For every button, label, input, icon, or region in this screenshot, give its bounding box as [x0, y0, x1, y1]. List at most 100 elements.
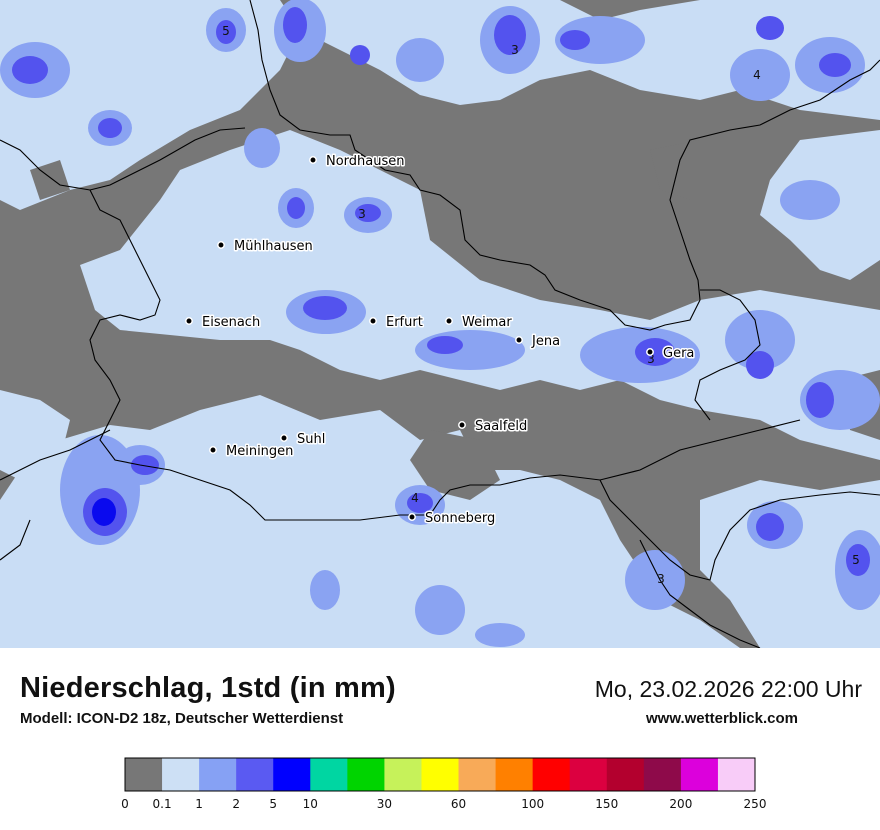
city-dot — [280, 434, 288, 442]
heavy-cell — [350, 45, 370, 65]
forecast-datetime: Mo, 23.02.2026 22:00 Uhr — [594, 676, 862, 702]
city-dot — [458, 421, 466, 429]
model-info: Modell: ICON-D2 18z, Deutscher Wetterdie… — [20, 710, 344, 727]
website-link[interactable]: www.wetterblick.com — [646, 710, 798, 727]
border-line — [694, 289, 761, 421]
legend-swatch — [310, 758, 348, 791]
legend-tick-label: 1 — [195, 797, 203, 811]
legend-tick-label: 100 — [521, 797, 544, 811]
legend-swatch — [717, 758, 756, 791]
moderate-cell — [780, 180, 840, 220]
city-dot — [309, 156, 317, 164]
moderate-cell — [555, 16, 645, 64]
city-jena: Jena — [515, 333, 562, 351]
legend-swatch — [680, 758, 719, 791]
heavy-cell — [560, 30, 590, 50]
light-area-west — [0, 390, 70, 480]
border-line — [89, 189, 801, 521]
city-markers: Nordhausen Mühlhausen Eisenach Erfurt Weimar… — [185, 153, 696, 528]
city-dot — [646, 348, 654, 356]
contour-label: 3 — [511, 43, 519, 57]
legend-tick-label: 200 — [669, 797, 692, 811]
heavy-cell — [216, 20, 236, 44]
border-line — [249, 0, 880, 331]
contour-label: 3 — [358, 207, 366, 221]
city-dot — [217, 241, 225, 249]
city-erfurt: Erfurt — [369, 314, 424, 332]
legend-tick-label: 2 — [232, 797, 240, 811]
state-borders — [0, 0, 880, 649]
legend-tick-label: 5 — [269, 797, 277, 811]
city-dot — [408, 513, 416, 521]
heavy-cell — [287, 197, 305, 219]
heavy-cell — [303, 296, 347, 320]
city-meiningen: Meiningen — [209, 443, 295, 461]
legend-swatch — [273, 758, 311, 791]
map-footer: Niederschlag, 1std (in mm) Modell: ICON-… — [0, 648, 880, 830]
legend-tick-label: 60 — [451, 797, 466, 811]
very-heavy-cell — [92, 498, 116, 526]
city-saalfeld: Saalfeld — [458, 418, 529, 436]
precipitation-map: 5 3 4 3 3 4 3 5 Nordhausen Mühlhausen Eisenach Erf… — [0, 0, 880, 649]
dry-hole-1 — [650, 140, 720, 200]
city-eisenach: Eisenach — [185, 314, 262, 332]
contour-labels: 5 3 4 3 3 4 3 5 — [222, 24, 860, 586]
city-dot — [515, 336, 523, 344]
contour-label: 5 — [222, 24, 230, 38]
moderate-cell — [475, 623, 525, 647]
legend-swatch — [199, 758, 237, 791]
city-label: Jena — [531, 334, 560, 349]
city-dot — [185, 317, 193, 325]
legend-swatch — [384, 758, 422, 791]
contour-label: 3 — [647, 352, 655, 366]
border-line — [0, 127, 246, 191]
legend-swatch — [495, 758, 534, 791]
border-line — [0, 519, 31, 561]
city-label: Saalfeld — [475, 419, 527, 434]
precip-very-heavy-areas — [92, 498, 116, 526]
city-label: Eisenach — [202, 315, 260, 330]
contour-label: 4 — [753, 68, 761, 82]
heavy-cell — [355, 204, 381, 222]
heavy-cell — [131, 455, 159, 475]
legend-swatch — [347, 758, 385, 791]
legend-tick-label: 30 — [377, 797, 392, 811]
moderate-cell — [244, 128, 280, 168]
city-label: Sonneberg — [425, 511, 495, 526]
city-label: Nordhausen — [326, 154, 405, 169]
legend-frame — [124, 757, 756, 792]
city-label: Suhl — [297, 432, 325, 447]
heavy-cell — [846, 544, 870, 576]
heavy-cell — [283, 7, 307, 43]
legend-tick-label: 150 — [595, 797, 618, 811]
border-line — [0, 429, 111, 481]
heavy-cell — [819, 53, 851, 77]
border-line — [599, 479, 880, 581]
legend-swatch — [125, 758, 163, 791]
contour-label: 5 — [852, 553, 860, 567]
legend-swatch — [569, 758, 608, 791]
moderate-cell — [725, 310, 795, 370]
moderate-cell — [730, 49, 790, 101]
moderate-cell — [396, 38, 444, 82]
city-nordhausen: Nordhausen — [309, 153, 406, 171]
moderate-cell — [310, 570, 340, 610]
heavy-cell — [12, 56, 48, 84]
dry-hole-2 — [410, 430, 500, 500]
city-label: Erfurt — [386, 315, 423, 330]
heavy-cell — [98, 118, 122, 138]
legend-tick-label: 10 — [303, 797, 318, 811]
heavy-cell — [427, 336, 463, 354]
light-area-southeast — [700, 480, 880, 648]
city-label: Gera — [663, 346, 694, 361]
heavy-cell — [635, 338, 675, 366]
heavy-cell — [407, 493, 433, 513]
color-legend: 0 0.1 1 2 5 10 30 60 100 150 200 250 — [121, 757, 766, 811]
legend-tick-label: 0 — [121, 797, 129, 811]
city-label: Meiningen — [226, 444, 293, 459]
city-suhl: Suhl — [280, 431, 327, 449]
city-gera: Gera — [646, 345, 696, 363]
map-title: Niederschlag, 1std (in mm) — [20, 672, 396, 704]
precip-heavy-areas — [12, 7, 870, 576]
contour-label: 4 — [411, 491, 419, 505]
